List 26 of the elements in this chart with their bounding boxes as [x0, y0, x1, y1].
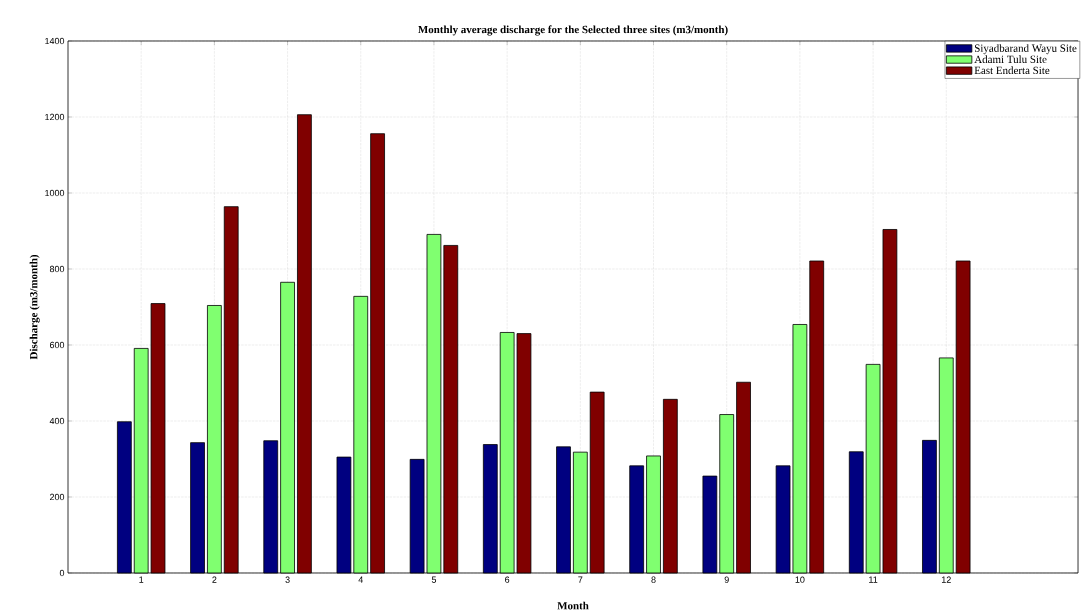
y-tick-label: 200 [49, 493, 65, 501]
x-tick-label: 12 [941, 576, 951, 583]
y-tick-label: 600 [49, 341, 65, 349]
legend-label: East Enderta Site [974, 66, 1050, 75]
x-tick-label: 10 [795, 576, 805, 583]
x-tick-label: 11 [869, 576, 878, 583]
y-axis-title: Discharge (m3/month) [29, 255, 40, 360]
y-tick-label: 400 [49, 417, 65, 425]
y-tick-label: 0 [59, 569, 65, 577]
chart-title: Monthly average discharge for the Selected three sites (m3/month) [418, 25, 728, 36]
legend-label: Adami Tulu Site [974, 55, 1047, 64]
y-tick-label: 800 [49, 265, 65, 273]
x-tick-label: 4 [358, 576, 363, 583]
x-tick-label: 5 [431, 576, 437, 583]
y-tick-label: 1400 [45, 37, 65, 45]
legend-label: Siyadbarand Wayu Site [974, 44, 1077, 55]
y-tick-label: 1200 [45, 113, 65, 121]
x-tick-label: 1 [139, 576, 144, 583]
y-tick-label: 1000 [45, 189, 65, 197]
x-tick-label: 2 [212, 576, 217, 583]
x-tick-label: 8 [651, 576, 656, 583]
x-tick-label: 9 [724, 576, 729, 583]
x-tick-label: 6 [505, 576, 510, 583]
x-axis-title: Month [557, 601, 589, 610]
x-tick-label: 3 [285, 576, 290, 583]
x-tick-label: 7 [578, 576, 583, 583]
